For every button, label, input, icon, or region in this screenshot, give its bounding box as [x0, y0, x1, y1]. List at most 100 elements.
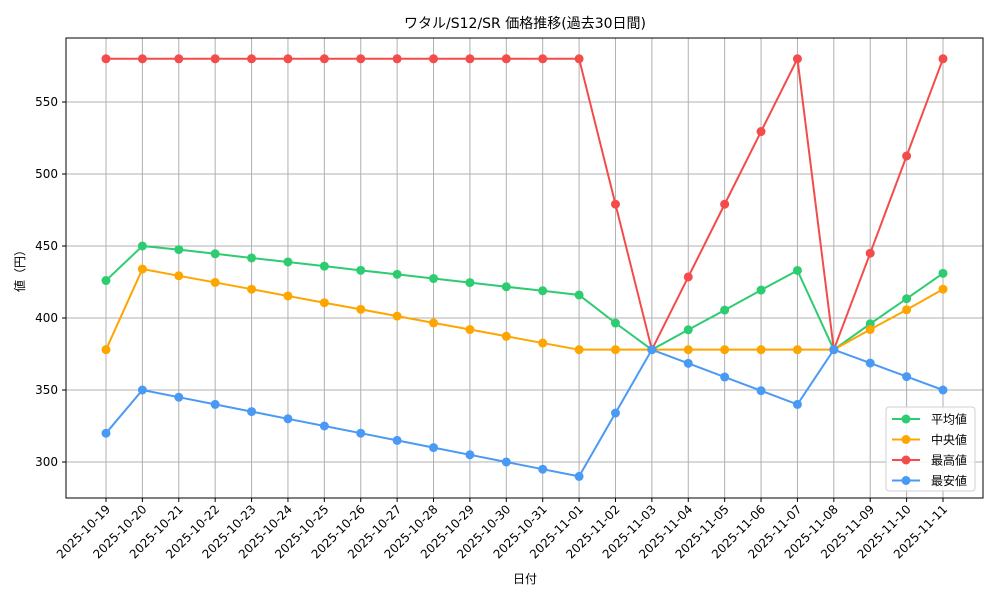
data-point — [210, 54, 220, 64]
data-point — [137, 385, 147, 395]
data-point — [174, 392, 184, 402]
data-point — [392, 311, 402, 321]
series-平均値 — [101, 241, 948, 355]
data-point — [101, 345, 111, 355]
data-point — [429, 443, 439, 453]
data-point — [538, 338, 548, 348]
data-point — [101, 54, 111, 64]
data-point — [465, 278, 475, 288]
y-tick-label: 450 — [35, 239, 58, 253]
data-point — [902, 305, 912, 315]
data-point — [356, 428, 366, 438]
data-point — [792, 265, 802, 275]
data-point — [283, 291, 293, 301]
data-point — [319, 298, 329, 308]
data-point — [720, 345, 730, 355]
data-point — [902, 372, 912, 382]
data-point — [647, 345, 657, 355]
data-point — [683, 272, 693, 282]
data-point — [792, 54, 802, 64]
data-point — [101, 428, 111, 438]
data-point — [356, 54, 366, 64]
legend-item: 最安値 — [892, 473, 967, 488]
data-point — [210, 399, 220, 409]
plot-frame — [65, 37, 984, 499]
legend-item: 最高値 — [892, 453, 967, 468]
data-point — [319, 54, 329, 64]
data-point — [283, 257, 293, 267]
data-point — [101, 276, 111, 286]
series-中央値 — [101, 264, 948, 355]
data-point — [574, 54, 584, 64]
data-point — [865, 248, 875, 258]
data-point — [210, 277, 220, 287]
data-point — [938, 385, 948, 395]
data-point — [501, 282, 511, 292]
data-point — [829, 345, 839, 355]
series-最安値 — [101, 345, 948, 481]
data-point — [501, 331, 511, 341]
series-lines — [101, 54, 948, 481]
data-point — [356, 304, 366, 314]
data-point — [610, 199, 620, 209]
data-point — [538, 464, 548, 474]
y-tick-label: 300 — [35, 455, 58, 469]
data-point — [610, 345, 620, 355]
data-point — [938, 268, 948, 278]
data-point — [938, 284, 948, 294]
data-point — [392, 54, 402, 64]
legend-label: 最安値 — [931, 473, 967, 488]
data-point — [756, 285, 766, 295]
data-point — [683, 325, 693, 335]
data-point — [720, 372, 730, 382]
data-point — [283, 54, 293, 64]
data-point — [392, 435, 402, 445]
data-point — [429, 274, 439, 284]
data-point — [429, 318, 439, 328]
data-point — [610, 318, 620, 328]
data-point — [465, 450, 475, 460]
legend-item: 中央値 — [892, 432, 967, 447]
data-point — [683, 358, 693, 368]
x-axis-ticks: 2025-10-192025-10-202025-10-212025-10-22… — [54, 498, 950, 561]
data-point — [902, 294, 912, 304]
data-point — [792, 399, 802, 409]
data-point — [174, 245, 184, 255]
x-axis-label: 日付 — [513, 572, 537, 586]
data-point — [247, 284, 257, 294]
y-tick-label: 350 — [35, 383, 58, 397]
data-point — [283, 414, 293, 424]
data-point — [574, 345, 584, 355]
data-point — [247, 54, 257, 64]
data-point — [683, 345, 693, 355]
data-point — [429, 54, 439, 64]
data-point — [792, 345, 802, 355]
data-point — [392, 269, 402, 279]
data-point — [174, 54, 184, 64]
data-point — [174, 271, 184, 281]
data-point — [465, 325, 475, 335]
y-axis-label: 値（円） — [12, 244, 27, 292]
data-point — [865, 325, 875, 335]
data-point — [538, 54, 548, 64]
data-point — [574, 471, 584, 481]
grid-lines — [66, 38, 983, 498]
data-point — [538, 286, 548, 296]
data-point — [319, 421, 329, 431]
legend-label: 平均値 — [931, 412, 967, 427]
data-point — [865, 358, 875, 368]
data-point — [574, 290, 584, 300]
y-tick-label: 550 — [35, 95, 58, 109]
data-point — [465, 54, 475, 64]
data-point — [720, 199, 730, 209]
chart-title: ワタル/S12/SR 価格推移(過去30日間) — [404, 16, 646, 32]
data-point — [247, 253, 257, 263]
data-point — [902, 151, 912, 161]
y-tick-label: 400 — [35, 311, 58, 325]
data-point — [501, 457, 511, 467]
y-tick-label: 500 — [35, 167, 58, 181]
data-point — [756, 345, 766, 355]
legend-label: 中央値 — [931, 432, 967, 447]
y-axis-ticks: 300 350 400 450 500 550 — [35, 95, 66, 469]
